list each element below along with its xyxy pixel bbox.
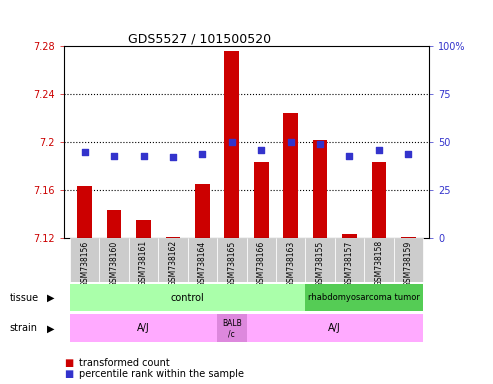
Text: ▶: ▶ [47,293,55,303]
Bar [372,162,386,238]
Point [316,141,324,147]
Text: GSM738160: GSM738160 [109,240,119,286]
Text: ■: ■ [64,369,73,379]
Bar [305,284,423,311]
Point [228,139,236,145]
Point [346,152,353,159]
Bar [70,284,305,311]
Bar [401,237,416,238]
Bar [313,140,327,238]
Bar [246,238,276,282]
Bar [107,210,121,238]
Text: ■: ■ [64,358,73,368]
Point [140,152,147,159]
Bar [136,220,151,238]
Point [169,154,177,161]
Text: A/J: A/J [137,323,150,333]
Point [81,149,89,155]
Point [257,147,265,153]
Text: GSM738161: GSM738161 [139,240,148,286]
Text: GDS5527 / 101500520: GDS5527 / 101500520 [128,33,271,46]
Bar [158,238,188,282]
Text: transformed count: transformed count [79,358,170,368]
Text: GSM738158: GSM738158 [374,240,384,286]
Text: GSM738164: GSM738164 [198,240,207,286]
Text: rhabdomyosarcoma tumor: rhabdomyosarcoma tumor [308,293,420,302]
Text: GSM738163: GSM738163 [286,240,295,286]
Bar [283,113,298,238]
Bar [217,238,246,282]
Bar [188,238,217,282]
Bar [246,314,423,342]
Text: BALB
/c: BALB /c [222,319,242,338]
Text: control: control [171,293,205,303]
Text: percentile rank within the sample: percentile rank within the sample [79,369,244,379]
Bar [77,187,92,238]
Bar [217,314,246,342]
Bar [393,238,423,282]
Point [375,147,383,153]
Text: GSM738166: GSM738166 [257,240,266,286]
Text: ▶: ▶ [47,323,55,333]
Point [404,151,412,157]
Bar [129,238,158,282]
Point [110,152,118,159]
Point [287,139,295,145]
Text: tissue: tissue [10,293,39,303]
Bar [195,184,210,238]
Bar [342,235,357,238]
Text: GSM738159: GSM738159 [404,240,413,286]
Text: strain: strain [10,323,38,333]
Bar [70,238,100,282]
Bar [305,238,335,282]
Bar [254,162,269,238]
Text: A/J: A/J [328,323,341,333]
Bar [100,238,129,282]
Text: GSM738165: GSM738165 [227,240,236,286]
Text: GSM738156: GSM738156 [80,240,89,286]
Bar [224,51,239,238]
Bar [276,238,305,282]
Bar [166,237,180,238]
Bar [70,314,217,342]
Text: GSM738155: GSM738155 [316,240,324,286]
Bar [335,238,364,282]
Bar [364,238,393,282]
Text: GSM738157: GSM738157 [345,240,354,286]
Point [198,151,206,157]
Text: GSM738162: GSM738162 [169,240,177,286]
